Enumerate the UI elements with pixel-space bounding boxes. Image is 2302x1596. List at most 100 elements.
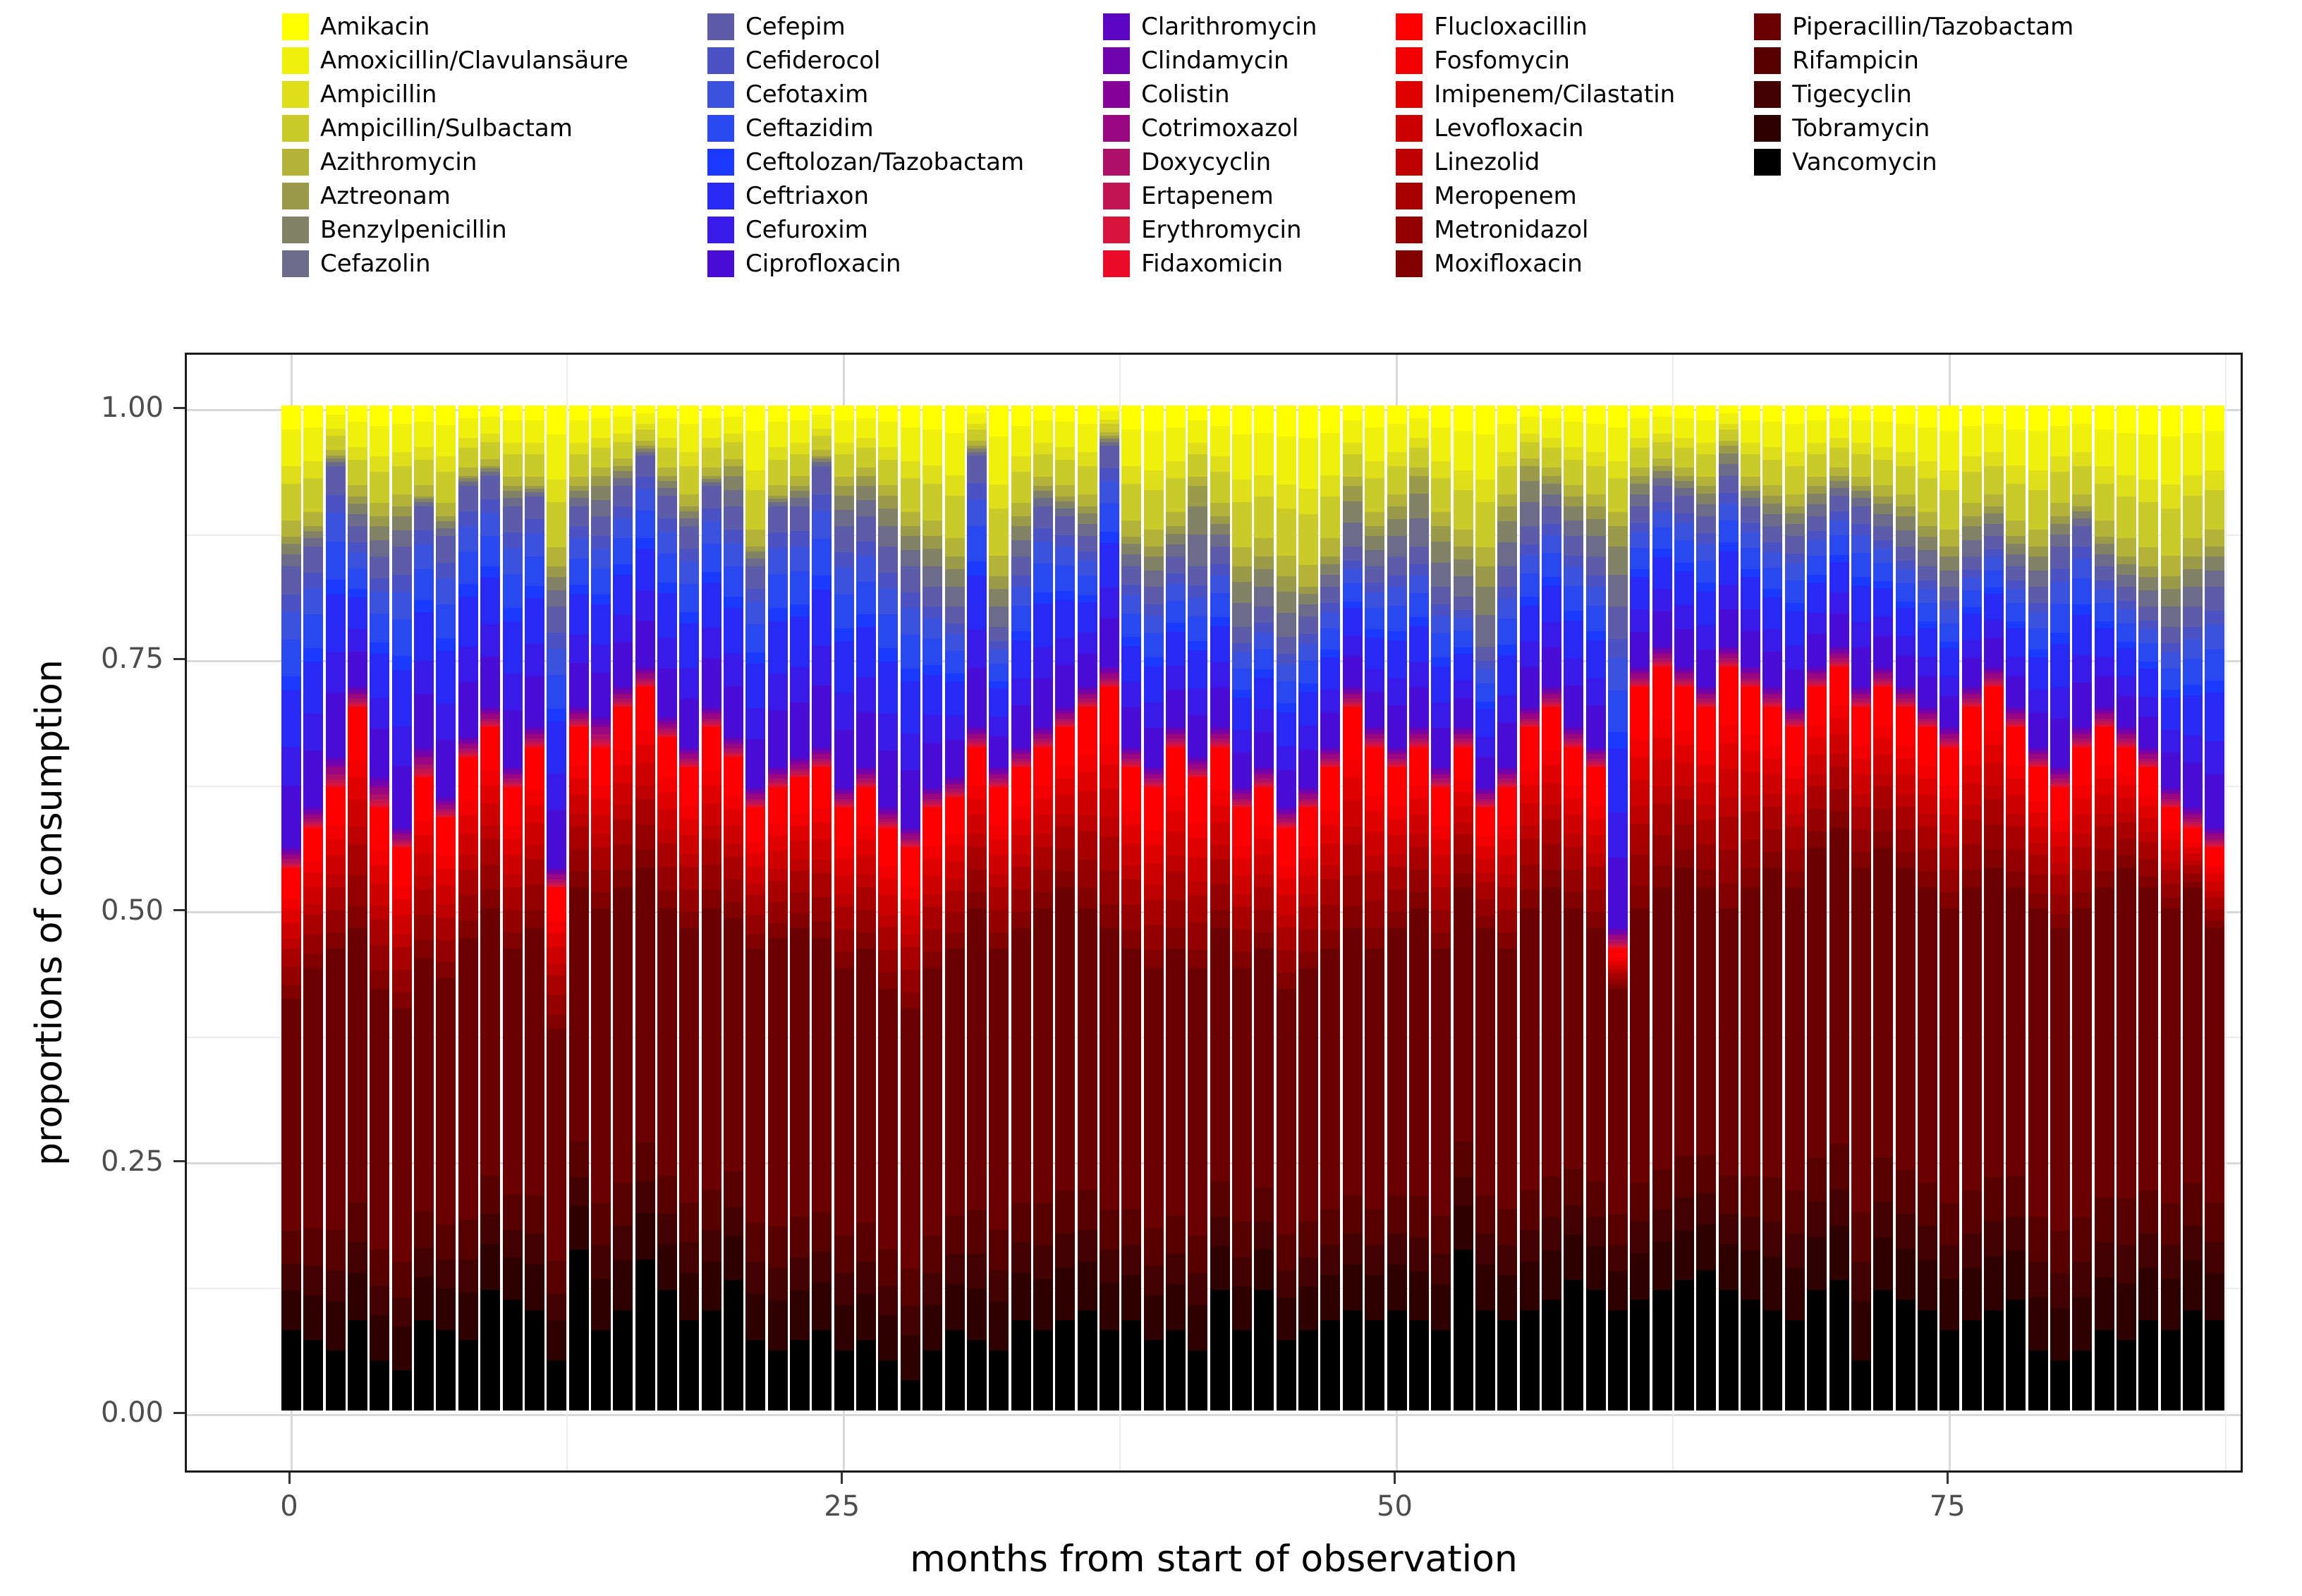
bar-segment: [502, 874, 523, 887]
bar-segment: [2050, 581, 2070, 604]
bar-segment: [1320, 758, 1341, 762]
legend-item: Ampicillin/Sulbactam: [282, 115, 628, 142]
bar-segment: [767, 621, 788, 674]
bar-segment: [1143, 529, 1164, 547]
bar-segment: [635, 620, 655, 667]
bar-segment: [1608, 948, 1628, 958]
bar-segment: [370, 503, 390, 516]
bar-segment: [657, 736, 677, 738]
bar-segment: [1807, 669, 1827, 673]
bar-segment: [1254, 774, 1274, 779]
legend-item: Cotrimoxazol: [1103, 115, 1317, 142]
bar-segment: [524, 1195, 544, 1234]
bar-segment: [1873, 681, 1894, 684]
bar-segment: [812, 822, 832, 839]
bar-segment: [1320, 754, 1341, 759]
legend-label: Flucloxacillin: [1434, 13, 1588, 41]
x-tick-mark: [1946, 1473, 1949, 1484]
bar-segment: [348, 906, 368, 929]
bar-segment: [1342, 777, 1363, 800]
bar-segment: [1851, 553, 1871, 577]
bar-segment: [1674, 849, 1695, 868]
bar-segment: [2205, 827, 2225, 830]
bar-segment: [281, 429, 301, 466]
bar-segment: [1342, 636, 1363, 657]
legend-item: Moxifloxacin: [1396, 250, 1675, 277]
bar-segment: [1232, 907, 1253, 930]
bar-segment: [1696, 1155, 1717, 1194]
bar-segment: [303, 511, 324, 527]
bar-segment: [1762, 447, 1783, 461]
bar-segment: [944, 586, 965, 607]
bar-segment: [657, 733, 677, 736]
bar-segment: [922, 806, 943, 808]
bar-segment: [1939, 546, 1960, 556]
bar-segment: [1917, 765, 1937, 779]
bar-segment: [989, 855, 1009, 875]
bar-segment: [348, 422, 368, 448]
bar-segment: [2117, 839, 2137, 856]
bar-segment: [1276, 769, 1296, 808]
bar-segment: [1276, 406, 1296, 437]
bar-segment: [414, 853, 434, 875]
bar-segment: [613, 687, 633, 690]
bar-segment: [1917, 461, 1937, 478]
bar-segment: [524, 1310, 544, 1411]
bar-segment: [1873, 738, 1894, 755]
bar-segment: [856, 712, 877, 768]
bar-segment: [1121, 465, 1142, 485]
bar-segment: [590, 673, 611, 717]
bar-segment: [1188, 1274, 1208, 1305]
bar-segment: [1961, 1190, 1982, 1234]
bar-segment: [1630, 522, 1650, 532]
bar-segment: [724, 879, 743, 902]
bar-segment: [1365, 948, 1385, 1209]
bar-segment: [1519, 714, 1540, 719]
bar-segment: [856, 772, 877, 774]
bar-segment: [1365, 729, 1385, 733]
bar-segment: [1055, 496, 1076, 501]
bar-segment: [1298, 859, 1319, 875]
bar-segment: [1674, 523, 1695, 541]
bar-segment: [1762, 552, 1783, 568]
bar-segment: [2072, 846, 2093, 870]
bar-segment: [878, 422, 899, 448]
bar-segment: [458, 406, 478, 419]
bar-segment: [1873, 1236, 1894, 1290]
bar-segment: [1519, 712, 1540, 714]
bar-segment: [502, 1194, 523, 1230]
bar-segment: [1408, 475, 1429, 494]
bar-segment: [2094, 406, 2114, 430]
bar-segment: [834, 789, 854, 793]
bar-segment: [1143, 767, 1164, 770]
bar-segment: [2072, 465, 2093, 494]
bar-segment: [2160, 794, 2181, 799]
bar-segment: [1784, 709, 1805, 713]
bar-segment: [391, 827, 412, 830]
bar-segment: [1895, 406, 1916, 424]
bar-segment: [1475, 406, 1495, 435]
bar-segment: [856, 541, 877, 556]
bar-segment: [547, 480, 567, 503]
bar-segment: [1741, 547, 1761, 569]
bar-segment: [701, 721, 721, 724]
bar-segment: [2138, 480, 2159, 503]
bar-segment: [1497, 855, 1518, 875]
bar-segment: [1475, 566, 1495, 587]
bar-segment: [1718, 441, 1738, 446]
bar-segment: [1033, 564, 1053, 592]
bar-segment: [1408, 1237, 1429, 1271]
bar-segment: [1121, 843, 1142, 865]
bar-segment: [303, 810, 324, 813]
bar-segment: [1210, 523, 1230, 535]
bar-segment: [1873, 447, 1894, 461]
bar-segment: [900, 477, 920, 512]
bar-segment: [1431, 855, 1451, 875]
bar-segment: [834, 793, 854, 795]
bar-segment: [2117, 696, 2137, 728]
bar-segment: [281, 854, 301, 860]
bar-segment: [613, 693, 633, 699]
bar-segment: [1497, 423, 1518, 452]
stacked-bar: [2205, 406, 2225, 1411]
bar-segment: [1099, 674, 1119, 678]
